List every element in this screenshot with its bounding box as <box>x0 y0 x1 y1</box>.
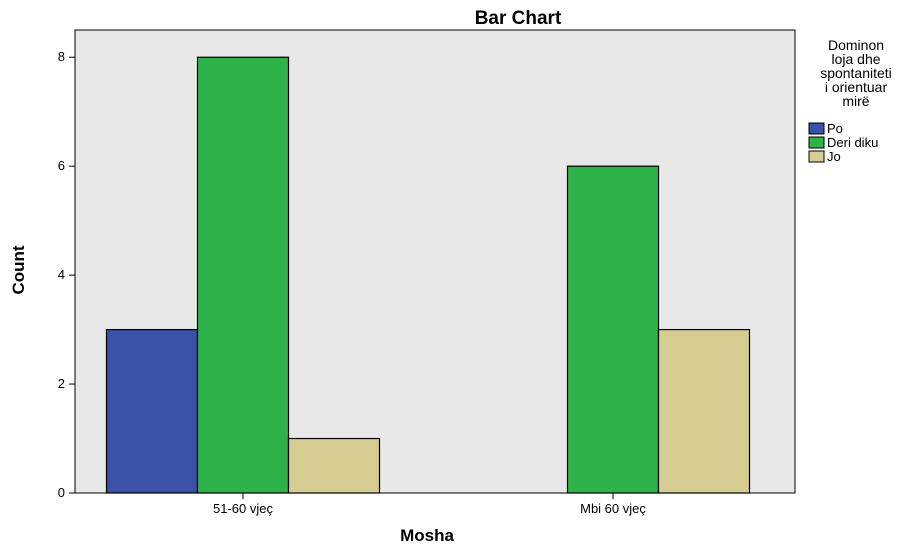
legend-swatch <box>808 136 825 149</box>
y-axis-title: Count <box>9 245 28 294</box>
y-tick-label: 4 <box>58 267 65 282</box>
bar-po-0 <box>105 328 199 494</box>
legend-label: Po <box>827 121 843 136</box>
legend-title-line: Dominon <box>828 37 884 53</box>
legend-label: Jo <box>827 149 841 164</box>
x-axis-title: Mosha <box>400 526 454 545</box>
x-tick-label: 51-60 vjeç <box>213 501 273 516</box>
y-tick-label: 8 <box>58 49 65 64</box>
bar-deri-diku-0 <box>196 56 290 494</box>
legend-title-line: i orientuar <box>825 79 888 95</box>
legend-title-line: mirë <box>842 93 869 109</box>
y-tick-label: 2 <box>58 376 65 391</box>
y-tick-label: 6 <box>58 158 65 173</box>
legend-swatch <box>808 150 825 163</box>
y-tick-label: 0 <box>58 485 65 500</box>
x-tick-label: Mbi 60 vjeç <box>580 501 646 516</box>
chart-title: Bar Chart <box>475 8 562 29</box>
bar-jo-0 <box>287 437 381 494</box>
legend-swatch <box>808 122 825 135</box>
legend-title-line: spontaniteti <box>820 65 892 81</box>
legend-label: Deri diku <box>827 135 878 150</box>
bars-layer <box>105 56 751 494</box>
bar-deri-diku-1 <box>566 165 660 494</box>
legend-title-line: loja dhe <box>831 51 880 67</box>
axes-layer: 0 2 4 6 8 51-60 vjeç Mbi 60 vjeç <box>58 49 647 516</box>
bar-jo-1 <box>657 328 751 494</box>
